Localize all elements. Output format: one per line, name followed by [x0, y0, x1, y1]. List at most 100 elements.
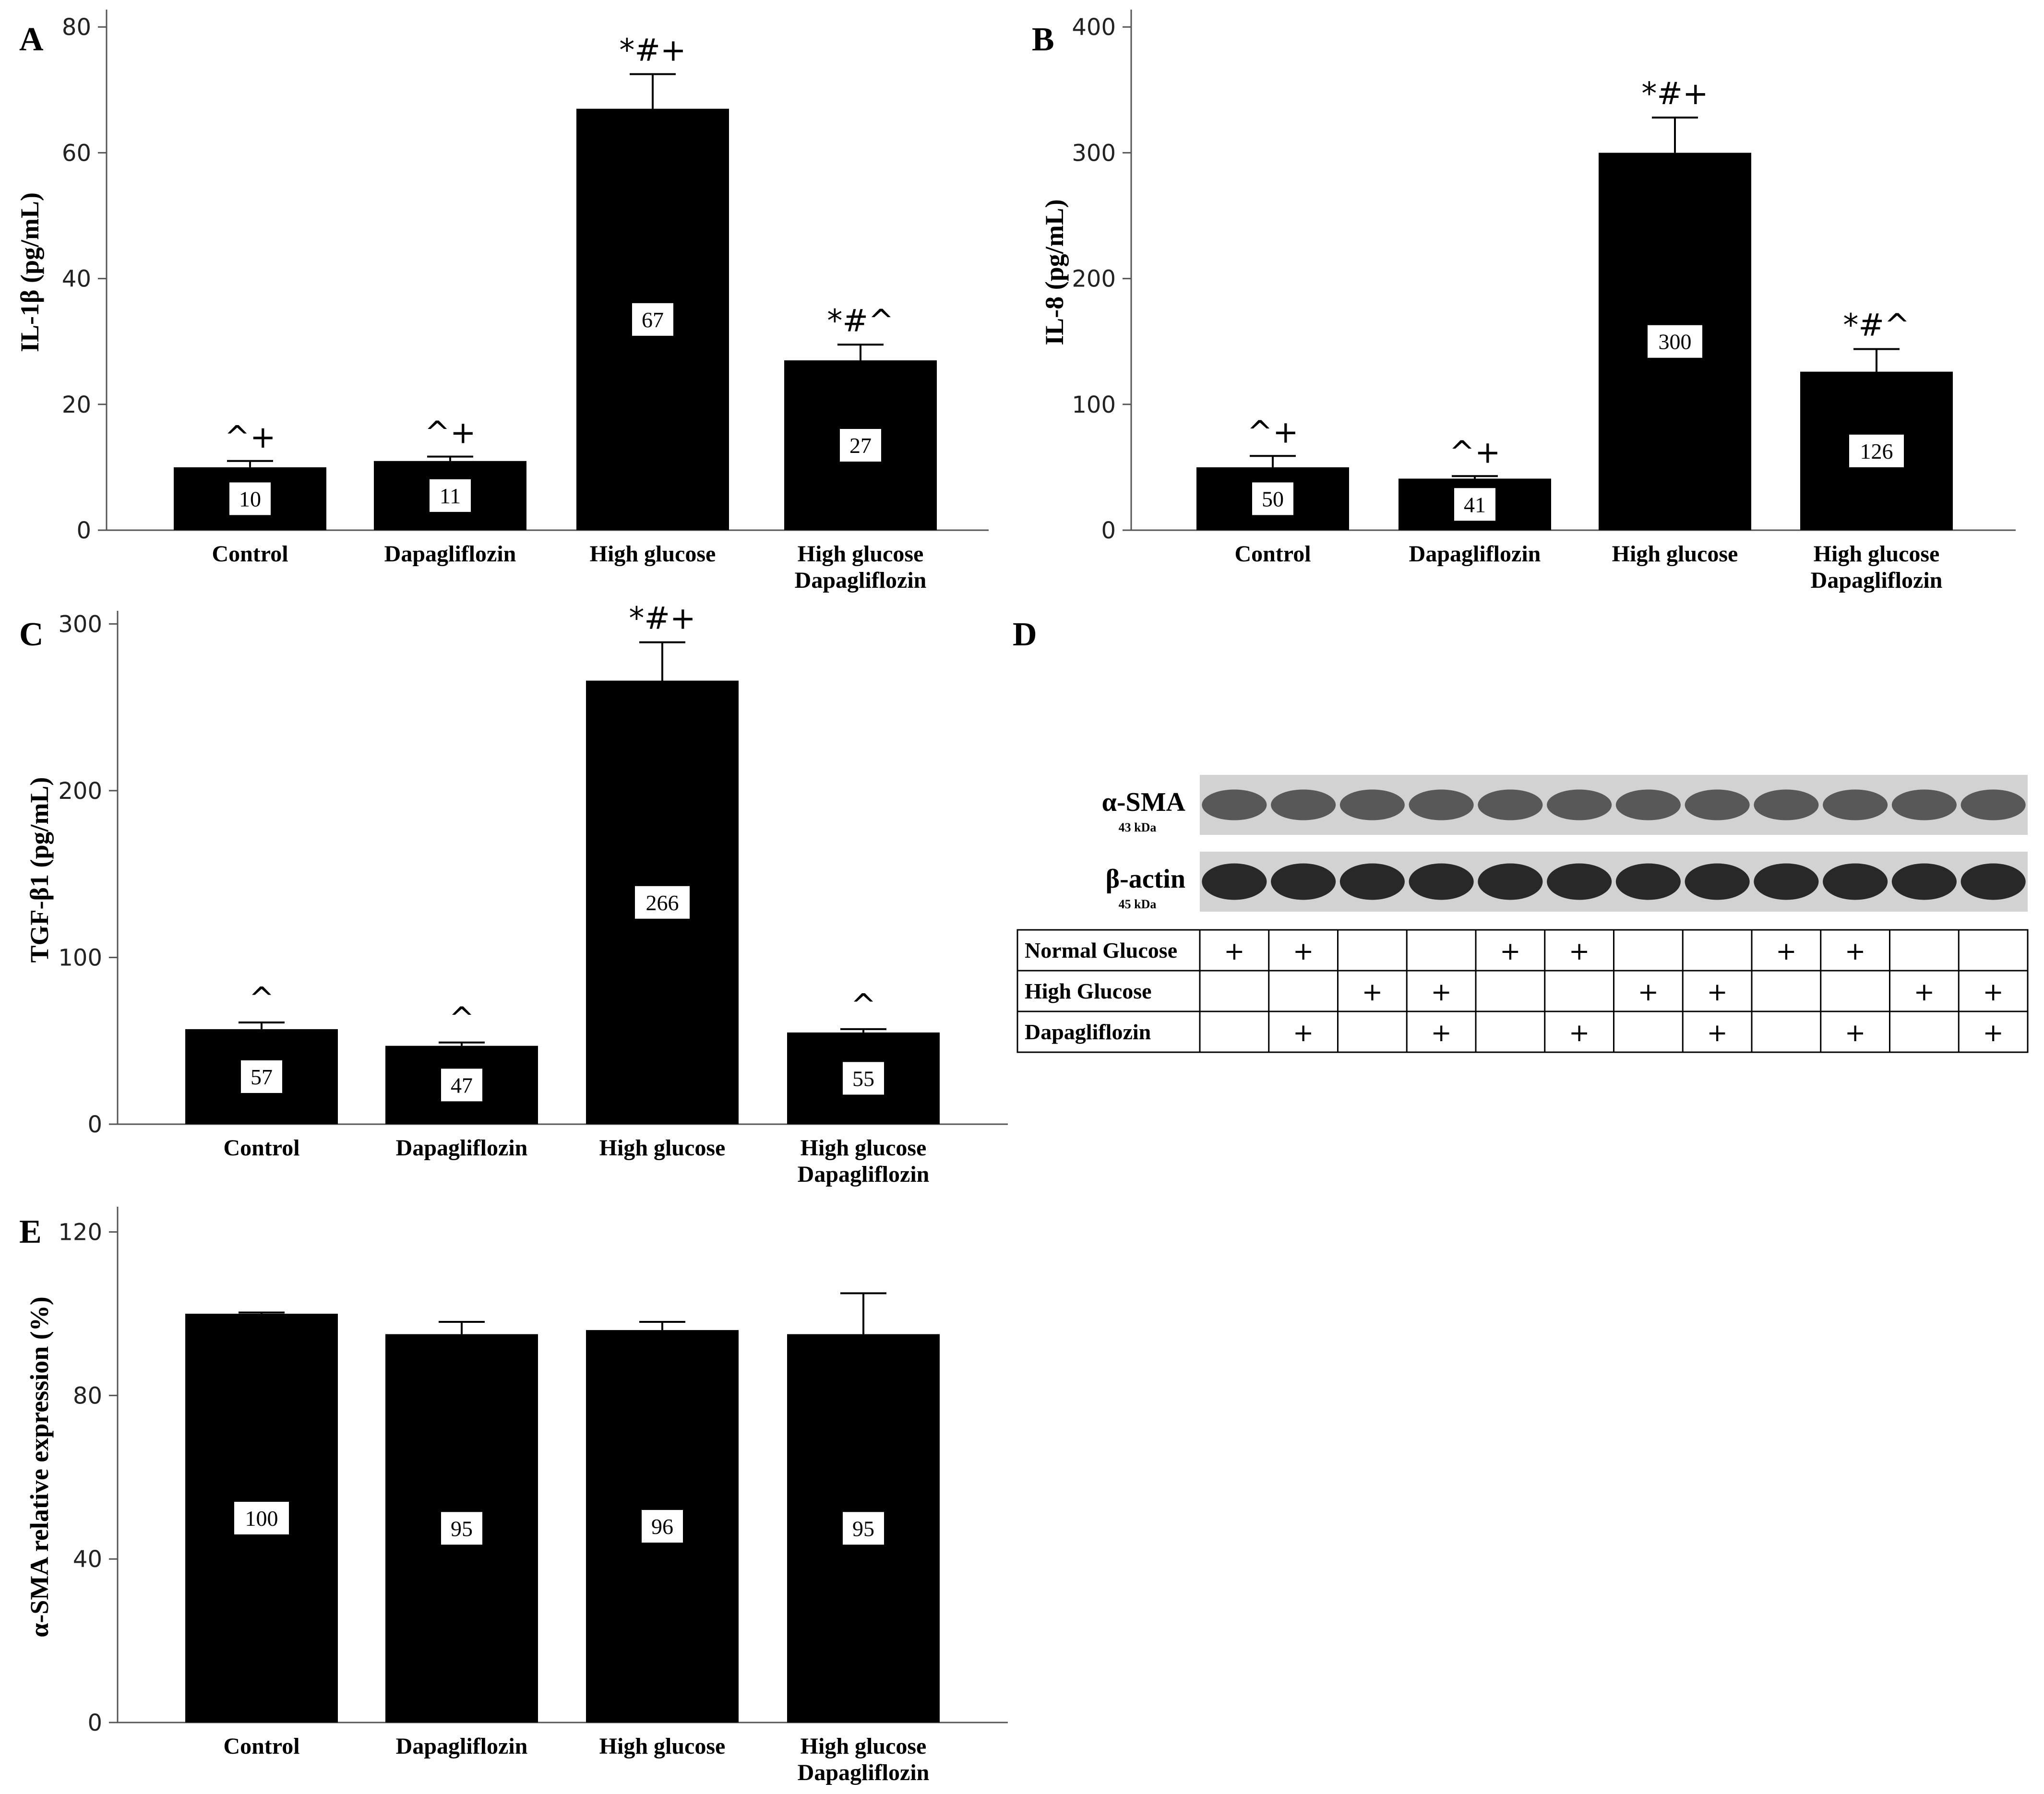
table-plus-mark: + [1845, 937, 1866, 966]
value-label-box [430, 479, 471, 512]
x-tick-label: High glucose [1814, 541, 1940, 567]
y-tick-label: 100 [58, 944, 102, 971]
table-plus-mark: + [1224, 937, 1245, 966]
blot-strip [1200, 852, 2028, 912]
value-label-box [632, 303, 673, 336]
x-tick-label: Control [223, 1135, 299, 1161]
table-plus-mark: + [1500, 937, 1521, 966]
value-label-box [441, 1069, 482, 1102]
value-label: 95 [852, 1516, 874, 1541]
table-plus-mark: + [1776, 937, 1797, 966]
significance-annotation: ^ [249, 981, 275, 1017]
y-tick-label: 20 [62, 392, 91, 418]
value-label-box [843, 1512, 884, 1545]
blot-band [1754, 789, 1819, 820]
blot-band-label: α-SMA [1102, 787, 1186, 817]
blot-strip [1200, 775, 2028, 835]
blot-band [1271, 863, 1336, 900]
blot-band [1615, 789, 1681, 820]
x-tick-label: High glucose [590, 541, 716, 567]
y-tick-label: 60 [62, 140, 91, 166]
y-tick-label: 0 [87, 1111, 102, 1138]
panel-a: A 0 20 40 60 80 IL-1β (pg/mL) ^+ 10 Control ^+ 11 Da… [15, 10, 989, 593]
table-plus-mark: + [1569, 937, 1590, 966]
blot-band [1823, 789, 1888, 820]
panel-label: E [19, 1213, 42, 1250]
y-tick-label: 80 [62, 14, 91, 41]
y-tick-label: 0 [87, 1710, 102, 1736]
x-tick-label: High glucose [1612, 541, 1738, 567]
y-axis-label: α-SMA relative expression (%) [25, 1296, 54, 1638]
x-tick-label: Dapagliflozin [384, 541, 516, 567]
significance-annotation: ^+ [424, 416, 476, 451]
table-row-label: Normal Glucose [1025, 938, 1177, 962]
blot-band [1339, 863, 1405, 900]
table-plus-mark: + [1983, 978, 2004, 1007]
blot-band [1891, 789, 1957, 820]
x-tick-label: Dapagliflozin [1409, 541, 1541, 567]
value-label-box [1849, 434, 1904, 467]
blot-band [1547, 789, 1612, 820]
significance-annotation: *#+ [1641, 76, 1708, 112]
table-plus-mark: + [1914, 978, 1935, 1007]
blot-band [1685, 789, 1750, 820]
y-tick-label: 0 [76, 517, 91, 544]
value-label-box [441, 1512, 482, 1545]
x-tick-label: High glucose [798, 541, 924, 567]
blot-band [1685, 863, 1750, 900]
significance-annotation: ^+ [1247, 415, 1298, 450]
value-label: 100 [245, 1506, 278, 1531]
y-tick-label: 300 [1072, 140, 1116, 166]
significance-annotation: ^+ [224, 420, 275, 455]
table-plus-mark: + [1431, 1019, 1452, 1047]
value-label: 266 [646, 891, 679, 915]
value-label: 126 [1860, 439, 1893, 463]
panel-label: C [19, 616, 44, 653]
table-row-label: Dapagliflozin [1025, 1020, 1151, 1044]
y-tick-label: 400 [1072, 14, 1116, 41]
y-tick-label: 40 [73, 1546, 102, 1573]
y-tick-label: 200 [58, 778, 102, 805]
blot-band [1615, 863, 1681, 900]
table-plus-mark: + [1707, 1019, 1728, 1047]
blot-band [1960, 789, 2026, 820]
y-tick-label: 120 [58, 1219, 102, 1246]
table-plus-mark: + [1569, 1019, 1590, 1047]
table-plus-mark: + [1845, 1019, 1866, 1047]
significance-annotation: ^ [850, 988, 876, 1023]
y-tick-label: 100 [1072, 392, 1116, 418]
x-tick-label: Dapagliflozin [798, 1760, 930, 1785]
x-tick-label: High glucose [599, 1734, 726, 1759]
blot-band [1754, 863, 1819, 900]
x-tick-label: Dapagliflozin [396, 1135, 528, 1161]
y-axis-label: IL-1β (pg/mL) [15, 192, 44, 352]
value-label: 50 [1262, 487, 1284, 511]
x-tick-label: Dapagliflozin [396, 1734, 528, 1759]
value-label-box [229, 482, 271, 515]
table-plus-mark: + [1362, 978, 1383, 1007]
blot-band [1960, 863, 2026, 900]
panel-label: D [1013, 616, 1037, 653]
significance-annotation: ^+ [1449, 435, 1500, 470]
value-label: 55 [852, 1066, 874, 1091]
panel-e: E 0 40 80 120 α-SMA relative expression (%) 10… [19, 1207, 1008, 1785]
value-label-box [1252, 482, 1293, 515]
blot-band-label: β-actin [1106, 864, 1185, 894]
blot-band [1409, 789, 1474, 820]
significance-annotation: *#^ [827, 303, 894, 339]
panel-b: B 0 100 200 300 400 IL-8 (pg/mL) ^+ 50 Control ^+ 4… [1032, 10, 2016, 593]
table-row-label: High Glucose [1025, 979, 1152, 1003]
blot-band [1478, 789, 1543, 820]
value-label: 41 [1464, 492, 1486, 517]
significance-annotation: ^ [449, 1001, 475, 1037]
x-tick-label: High glucose [801, 1135, 927, 1161]
x-tick-label: Dapagliflozin [798, 1162, 930, 1187]
value-label-box [642, 1510, 683, 1543]
x-tick-label: Control [1234, 541, 1311, 567]
value-label-box [840, 429, 881, 462]
table-plus-mark: + [1638, 978, 1659, 1007]
table-plus-mark: + [1983, 1019, 2004, 1047]
value-label: 96 [651, 1514, 673, 1539]
value-label: 47 [451, 1073, 473, 1097]
x-tick-label: High glucose [599, 1135, 726, 1161]
